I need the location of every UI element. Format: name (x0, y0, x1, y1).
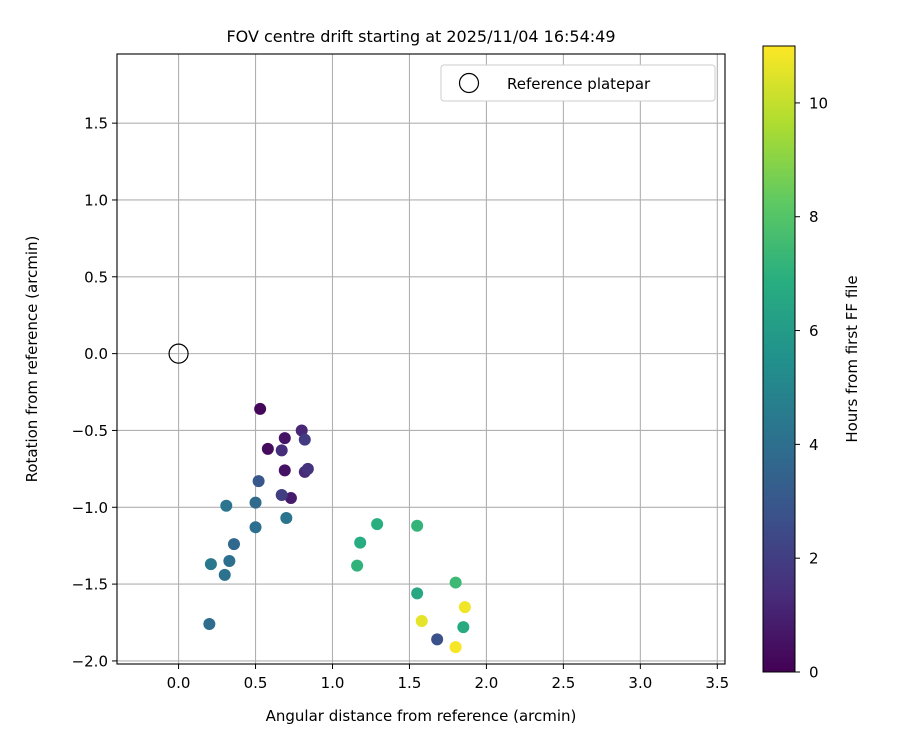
scatter-point (223, 555, 236, 568)
chart-title: FOV centre drift starting at 2025/11/04 … (226, 27, 615, 46)
colorbar-gradient (762, 45, 796, 673)
x-axis-label: Angular distance from reference (arcmin) (266, 707, 577, 725)
scatter-point (254, 402, 267, 415)
x-tick-label: 2.0 (474, 674, 498, 692)
x-tick-label: 0.0 (167, 674, 191, 692)
scatter-point (280, 512, 293, 525)
y-tick-label: 1.0 (84, 191, 108, 209)
scatter-point (411, 519, 424, 532)
scatter-point (249, 496, 262, 509)
y-tick-label: 1.5 (84, 115, 108, 133)
scatter-point (218, 568, 231, 581)
colorbar-tick-label: 4 (809, 436, 819, 454)
reference-platepar-marker (168, 343, 189, 364)
scatter-point (261, 442, 274, 455)
colorbar-label: Hours from first FF file (843, 275, 861, 442)
y-tick-label: 0.5 (84, 268, 108, 286)
x-tick-label: 3.5 (705, 674, 729, 692)
x-tick-label: 1.0 (321, 674, 345, 692)
scatter-point (301, 462, 314, 475)
legend-box (440, 64, 716, 102)
colorbar-tick-label: 8 (809, 208, 819, 226)
scatter-point (457, 621, 470, 634)
y-tick-label: −0.5 (72, 422, 108, 440)
scatter-point (458, 601, 471, 614)
scatter-point (431, 633, 444, 646)
scatter-point (449, 641, 462, 654)
colorbar-tick-label: 2 (809, 550, 819, 568)
scatter-point (449, 576, 462, 589)
x-tick-label: 3.0 (628, 674, 652, 692)
x-tick-label: 1.5 (398, 674, 422, 692)
scatter-point (295, 424, 308, 437)
data-points (203, 402, 471, 654)
colorbar-tick-label: 6 (809, 322, 819, 340)
colorbar-tick-label: 10 (809, 94, 828, 112)
reference-marker (168, 343, 189, 364)
legend-marker-reference (458, 72, 480, 94)
y-tick-label: −2.0 (72, 652, 108, 670)
colorbar: 0 2 4 6 8 10 Hours from first FF file (762, 45, 861, 682)
scatter-point (252, 475, 265, 488)
scatter-point (278, 464, 291, 477)
scatter-point (227, 538, 240, 551)
y-tick-label: −1.5 (72, 576, 108, 594)
x-axis-ticks: 0.0 0.5 1.0 1.5 2.0 2.5 3.0 3.5 (167, 664, 729, 692)
y-tick-label: −1.0 (72, 499, 108, 517)
x-tick-label: 0.5 (244, 674, 268, 692)
scatter-point (415, 614, 428, 627)
scatter-point (220, 499, 233, 512)
scatter-point (371, 518, 384, 531)
grid (117, 54, 725, 664)
y-tick-label: 0.0 (84, 345, 108, 363)
scatter-point (411, 587, 424, 600)
scatter-point (284, 492, 297, 505)
scatter-point (275, 444, 288, 457)
colorbar-ticks: 0 2 4 6 8 10 (795, 94, 828, 682)
scatter-point (298, 433, 311, 446)
scatter-point (278, 432, 291, 445)
scatter-point (351, 559, 364, 572)
scatter-point (275, 488, 288, 501)
y-axis-label: Rotation from reference (arcmin) (23, 236, 41, 483)
legend-label-reference: Reference platepar (507, 75, 651, 93)
legend: Reference platepar (440, 64, 716, 102)
scatter-point (354, 536, 367, 549)
y-axis-ticks: −2.0 −1.5 −1.0 −0.5 0.0 0.5 1.0 1.5 (72, 115, 117, 670)
scatter-point (203, 618, 216, 631)
colorbar-tick-label: 0 (809, 664, 819, 682)
scatter-point (204, 558, 217, 571)
x-tick-label: 2.5 (551, 674, 575, 692)
scatter-point (249, 521, 262, 534)
plot-frame (116, 53, 726, 665)
